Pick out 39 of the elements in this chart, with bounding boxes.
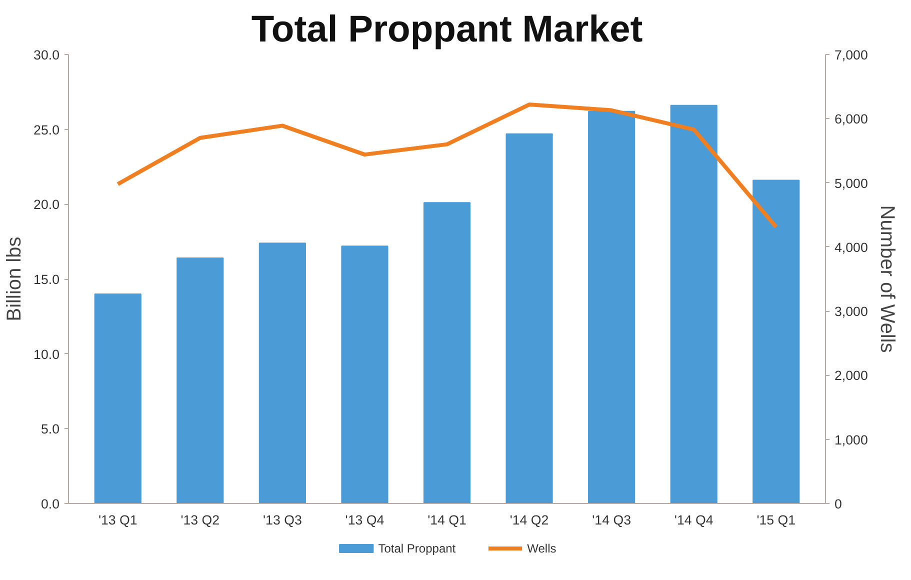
x-tick-label: '15 Q1: [756, 512, 796, 528]
x-tick-label: '13 Q3: [263, 512, 302, 528]
x-tick-label: '14 Q3: [592, 512, 631, 528]
x-tick-label: '14 Q1: [428, 512, 466, 528]
bar: [258, 242, 306, 504]
y-axis-title: Billion lbs: [4, 236, 26, 322]
x-tick-label: '14 Q4: [674, 512, 714, 528]
y2-tick-label: 5,000: [834, 176, 868, 191]
bar: [752, 180, 800, 504]
y2-axis-title: Number of Wells: [876, 205, 898, 353]
y-tick-label: 25.0: [34, 122, 60, 138]
bar: [94, 293, 142, 504]
y2-tick-label: 0: [834, 496, 842, 512]
bar: [670, 104, 718, 504]
y-tick-label: 0.0: [40, 496, 60, 512]
x-tick-label: '13 Q1: [98, 512, 138, 528]
bar: [176, 258, 224, 504]
chart-title: Total Proppant Market: [251, 8, 643, 50]
x-tick-label: '13 Q2: [180, 512, 220, 528]
bar: [341, 246, 388, 504]
y-tick-label: 5.0: [40, 422, 60, 437]
y-tick-label: 15.0: [34, 272, 60, 287]
line-series: [116, 102, 778, 230]
y2-tick-label: 3,000: [834, 304, 868, 320]
y2-tick-label: 6,000: [834, 112, 868, 127]
legend-label: Wells: [527, 542, 556, 556]
legend-label: Total Proppant: [378, 542, 456, 556]
y2-tick-label: 2,000: [834, 368, 868, 384]
x-tick-label: '14 Q2: [510, 512, 549, 528]
x-tick-label: '13 Q4: [345, 512, 385, 528]
y-tick-label: 20.0: [34, 197, 60, 212]
bar: [506, 133, 553, 504]
bar: [588, 110, 636, 504]
y2-tick-label: 4,000: [834, 240, 868, 255]
bar: [423, 202, 471, 504]
y-tick-label: 30.0: [34, 48, 60, 62]
y2-tick-label: 7,000: [834, 48, 868, 62]
y-tick-label: 10.0: [34, 346, 60, 362]
y2-tick-label: 1,000: [834, 432, 868, 448]
